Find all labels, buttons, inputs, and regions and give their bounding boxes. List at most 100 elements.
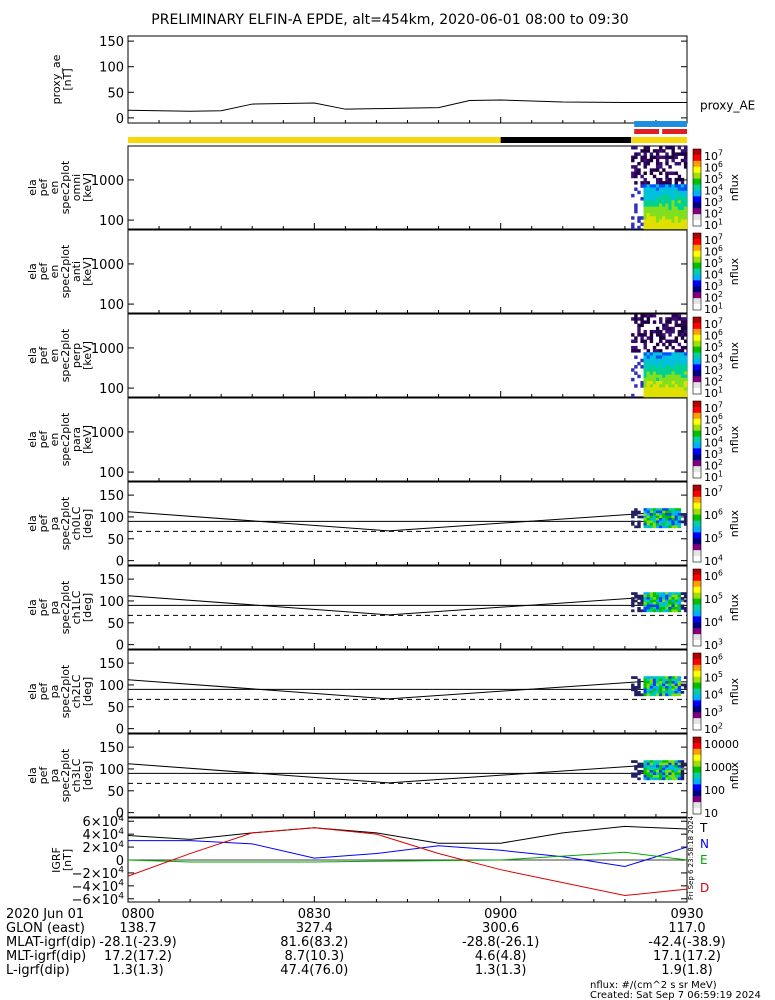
spectrogram-cell xyxy=(631,599,635,603)
spectrogram-cell xyxy=(643,381,647,385)
spectrogram-cell xyxy=(677,606,682,610)
spectrogram-cell xyxy=(640,216,644,220)
y-axis-label-line: [keV] xyxy=(81,425,94,454)
spectrogram-cell xyxy=(659,520,663,524)
spectrogram-cell xyxy=(680,203,685,207)
spectrogram-cell xyxy=(668,329,672,334)
spectrogram-cell xyxy=(643,219,647,223)
spectrogram-cell xyxy=(631,393,635,398)
spectrogram-cell xyxy=(665,690,669,694)
spectrogram-cell xyxy=(671,171,675,176)
spectrogram-cell xyxy=(637,772,641,776)
spectrogram-cell xyxy=(662,187,666,191)
spectrogram-cell xyxy=(652,320,657,324)
y-axis-label-line: pa xyxy=(48,601,61,615)
spectrogram-cell xyxy=(677,146,682,150)
spectrogram-cell xyxy=(652,225,657,230)
spectrogram-cell xyxy=(643,606,647,610)
spectrogram-cell xyxy=(652,760,657,763)
spectrogram-cell xyxy=(646,200,651,204)
spectrogram-cell xyxy=(677,762,682,766)
colorbar-tick-label: 101 xyxy=(704,218,723,232)
spectrogram-cell xyxy=(659,384,663,388)
xaxis-row-value: 8.7(10.3) xyxy=(284,949,344,964)
spectrogram-cell xyxy=(659,777,663,781)
spectrogram-cell xyxy=(634,772,638,776)
colorbar-swatch xyxy=(693,694,701,701)
spectrogram-cell xyxy=(646,349,651,353)
spectrogram-cell xyxy=(662,765,666,768)
colorbar-swatch xyxy=(693,688,701,695)
spectrogram-cell xyxy=(668,339,672,344)
xaxis-row-label: MLT-igrf(dip) xyxy=(6,949,86,964)
colorbar: 107 106 105 104 nflux xyxy=(692,485,741,568)
spectrogram-cell xyxy=(665,384,669,388)
colorbar-swatch xyxy=(693,401,701,408)
spectrogram-cell xyxy=(674,161,678,166)
y-axis-label-line: anti xyxy=(70,261,83,282)
spectrogram-cell xyxy=(652,515,657,519)
colorbar-tick-label: 107 xyxy=(704,401,723,415)
spectrogram-cell xyxy=(652,678,657,682)
spectrogram-cell xyxy=(652,345,657,350)
spectrogram-cell xyxy=(646,393,651,398)
colorbar-swatch xyxy=(693,346,701,353)
spectrogram-cell xyxy=(634,209,638,214)
y-axis-label-line: ela xyxy=(26,515,39,532)
spectrogram-cell xyxy=(677,190,682,195)
spectrogram-cell xyxy=(646,594,651,598)
spectrogram-cell xyxy=(677,177,682,182)
spectrogram-cell xyxy=(662,209,666,214)
spectrogram-cell xyxy=(655,606,660,610)
spectrogram-cell xyxy=(665,522,669,526)
spectrogram-cell xyxy=(659,676,663,679)
spectrogram-cell xyxy=(659,197,663,201)
spectrogram-cell xyxy=(634,339,638,344)
spectrogram-cell xyxy=(637,374,641,379)
spectrogram-cell xyxy=(662,594,666,598)
spectrogram-cell xyxy=(649,381,654,385)
spectrogram-cell xyxy=(643,368,647,372)
ytick-label: −2×104 xyxy=(72,866,125,882)
spectrogram-cell xyxy=(665,606,669,610)
colorbar-swatch xyxy=(693,670,701,678)
spectrogram-cell xyxy=(631,158,635,163)
spectrogram-cell xyxy=(631,602,635,605)
spectrogram-cell xyxy=(683,387,688,391)
spectrogram-cell xyxy=(659,358,663,363)
spectrogram-cell xyxy=(643,314,647,318)
spectrogram-cell xyxy=(643,149,647,153)
legend-E: E xyxy=(700,853,708,867)
spectrogram-cell xyxy=(671,158,675,163)
spectrogram-cell xyxy=(631,377,635,382)
spectrogram-cell xyxy=(674,336,678,340)
spectrogram-cell xyxy=(674,690,678,694)
panel-frame xyxy=(127,229,688,314)
spectrogram-cell xyxy=(649,365,654,369)
spectrogram-cell xyxy=(680,361,685,366)
ytick-label: 100 xyxy=(99,61,124,76)
spectrogram-cell xyxy=(634,525,638,529)
spectrogram-cell xyxy=(646,760,651,763)
spectrogram-cell xyxy=(677,222,682,227)
spectrogram-cell xyxy=(671,513,675,516)
spectrogram-cell xyxy=(674,349,678,353)
ytick-label: 0 xyxy=(116,723,124,738)
spectrogram-cell xyxy=(637,690,641,694)
spectrogram-cell xyxy=(665,187,669,191)
colorbar-tick-label: 102 xyxy=(704,722,723,736)
spectrogram-cell xyxy=(637,522,641,526)
spectrogram-cell xyxy=(680,765,685,768)
spectrogram-cell xyxy=(649,358,654,363)
spectrogram-cell xyxy=(655,599,660,603)
spectrogram-cell xyxy=(637,349,641,353)
spectrogram-cell xyxy=(668,384,672,388)
spectrogram-cell xyxy=(655,165,660,169)
spectrogram-cell xyxy=(643,152,647,156)
colorbar-tick-label: 10 xyxy=(704,807,718,820)
spectrogram-cell xyxy=(662,777,666,781)
spectrogram-cell xyxy=(659,161,663,166)
spectrogram-cell xyxy=(643,184,647,188)
spectrogram-cell xyxy=(646,693,651,697)
